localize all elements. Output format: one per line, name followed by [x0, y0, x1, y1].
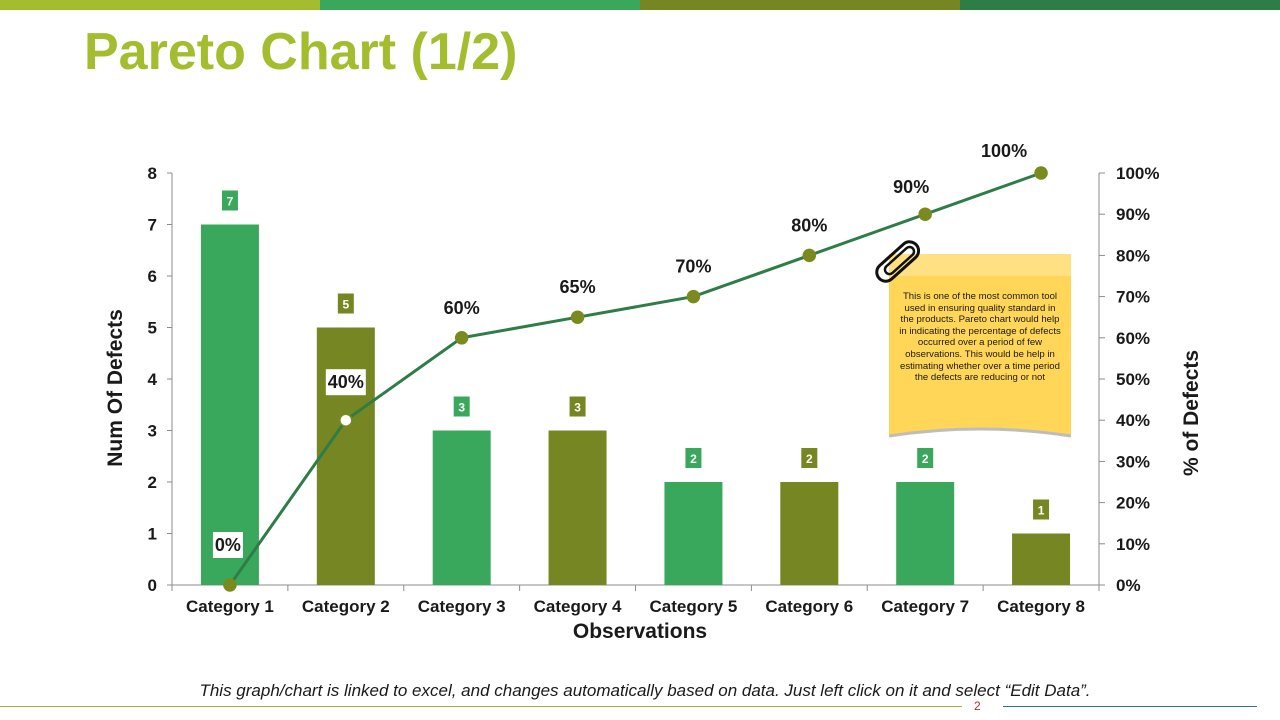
bar-value-box — [453, 396, 470, 417]
line-point-label: 65% — [560, 277, 596, 297]
line-point-label: 0% — [215, 535, 241, 555]
top-bar-segment — [960, 0, 1280, 10]
line-point — [454, 331, 469, 345]
top-bar-segment — [0, 0, 320, 10]
x-tick-label: Category 7 — [881, 597, 969, 616]
y-tick-label: 2 — [148, 473, 157, 492]
x-tick-label: Category 2 — [302, 597, 390, 616]
y2-tick-label: 70% — [1116, 288, 1150, 307]
line-point — [802, 248, 817, 263]
footer-divider-right — [1003, 706, 1257, 707]
y2-tick-label: 60% — [1116, 329, 1150, 348]
y2-tick-label: 30% — [1116, 452, 1150, 471]
sticky-note: This is one of the most common tool used… — [889, 254, 1071, 436]
line-label-bg — [212, 532, 243, 558]
line-point — [570, 310, 585, 324]
y2-tick-label: 100% — [1116, 164, 1159, 183]
bar-value-label: 5 — [342, 298, 349, 312]
y-tick-label: 4 — [148, 370, 158, 389]
bar-value-label: 2 — [690, 452, 697, 466]
x-tick-label: Category 8 — [997, 597, 1085, 616]
line-point-label: 100% — [981, 141, 1027, 161]
bar — [664, 482, 723, 585]
y-tick-label: 6 — [148, 267, 157, 286]
bar — [896, 482, 955, 585]
y2-tick-label: 10% — [1116, 535, 1150, 554]
line-point-label: 40% — [328, 372, 364, 392]
sticky-note-text: This is one of the most common tool used… — [899, 291, 1061, 384]
x-tick-label: Category 5 — [650, 597, 738, 616]
bar-value-label: 1 — [1038, 504, 1045, 518]
bar — [316, 327, 375, 585]
bar — [1012, 533, 1071, 585]
sticky-note-band — [889, 254, 1071, 276]
y2-tick-label: 50% — [1116, 370, 1150, 389]
page-number: 2 — [974, 699, 981, 713]
line-point — [223, 578, 237, 592]
bar-value-box — [685, 448, 702, 468]
bar-value-box — [337, 293, 354, 314]
line-point — [686, 289, 701, 304]
top-bar-segment — [640, 0, 960, 10]
y-axis-title: Num Of Defects — [104, 309, 127, 467]
y2-tick-label: 40% — [1116, 411, 1150, 430]
line-point-label: 90% — [893, 177, 929, 197]
bar-value-box — [1033, 499, 1050, 520]
footer-note: This graph/chart is linked to excel, and… — [199, 681, 1091, 700]
bar-value-box — [917, 448, 934, 468]
bar-value-box — [801, 448, 818, 468]
bar-value-box — [569, 396, 586, 417]
line-point — [339, 413, 353, 427]
x-tick-label: Category 4 — [534, 597, 622, 616]
y-tick-label: 7 — [148, 216, 157, 235]
y-tick-label: 5 — [148, 319, 157, 338]
y2-tick-label: 0% — [1116, 576, 1141, 595]
top-bar-segment — [320, 0, 640, 10]
footer-divider-left — [0, 706, 962, 707]
slide-title: Pareto Chart (1/2) — [84, 23, 518, 81]
cumulative-line — [228, 171, 1042, 586]
line-point-label: 60% — [444, 298, 480, 318]
y-tick-label: 3 — [148, 422, 157, 441]
x-tick-label: Category 3 — [418, 597, 506, 616]
y2-tick-label: 20% — [1116, 494, 1150, 513]
bar — [548, 430, 607, 585]
top-color-bar — [0, 0, 1280, 10]
x-tick-label: Category 1 — [186, 597, 274, 616]
bar — [200, 224, 259, 585]
sticky-note-curl — [889, 427, 1071, 446]
bar — [432, 430, 491, 585]
bar-value-label: 2 — [922, 452, 929, 466]
line-label-bg — [325, 369, 366, 396]
line-point — [918, 207, 932, 221]
y2-tick-label: 80% — [1116, 246, 1150, 265]
bar — [780, 482, 839, 585]
bar-value-box — [221, 190, 238, 211]
y2-tick-label: 90% — [1116, 205, 1150, 224]
x-axis-title: Observations — [573, 620, 707, 643]
bar-value-label: 3 — [458, 401, 465, 415]
x-tick-label: Category 6 — [765, 597, 853, 616]
line-point-label: 70% — [675, 257, 711, 277]
bar-value-label: 2 — [806, 452, 813, 466]
bar-value-label: 7 — [227, 195, 234, 209]
paperclip-icon — [875, 240, 921, 283]
y-tick-label: 1 — [148, 525, 157, 544]
y-tick-label: 0 — [148, 576, 157, 595]
line-point — [1034, 166, 1048, 180]
y-tick-label: 8 — [148, 164, 157, 183]
y2-axis-title: % of Defects — [1180, 350, 1203, 476]
line-point-label: 80% — [791, 215, 827, 235]
bar-value-label: 3 — [574, 401, 581, 415]
